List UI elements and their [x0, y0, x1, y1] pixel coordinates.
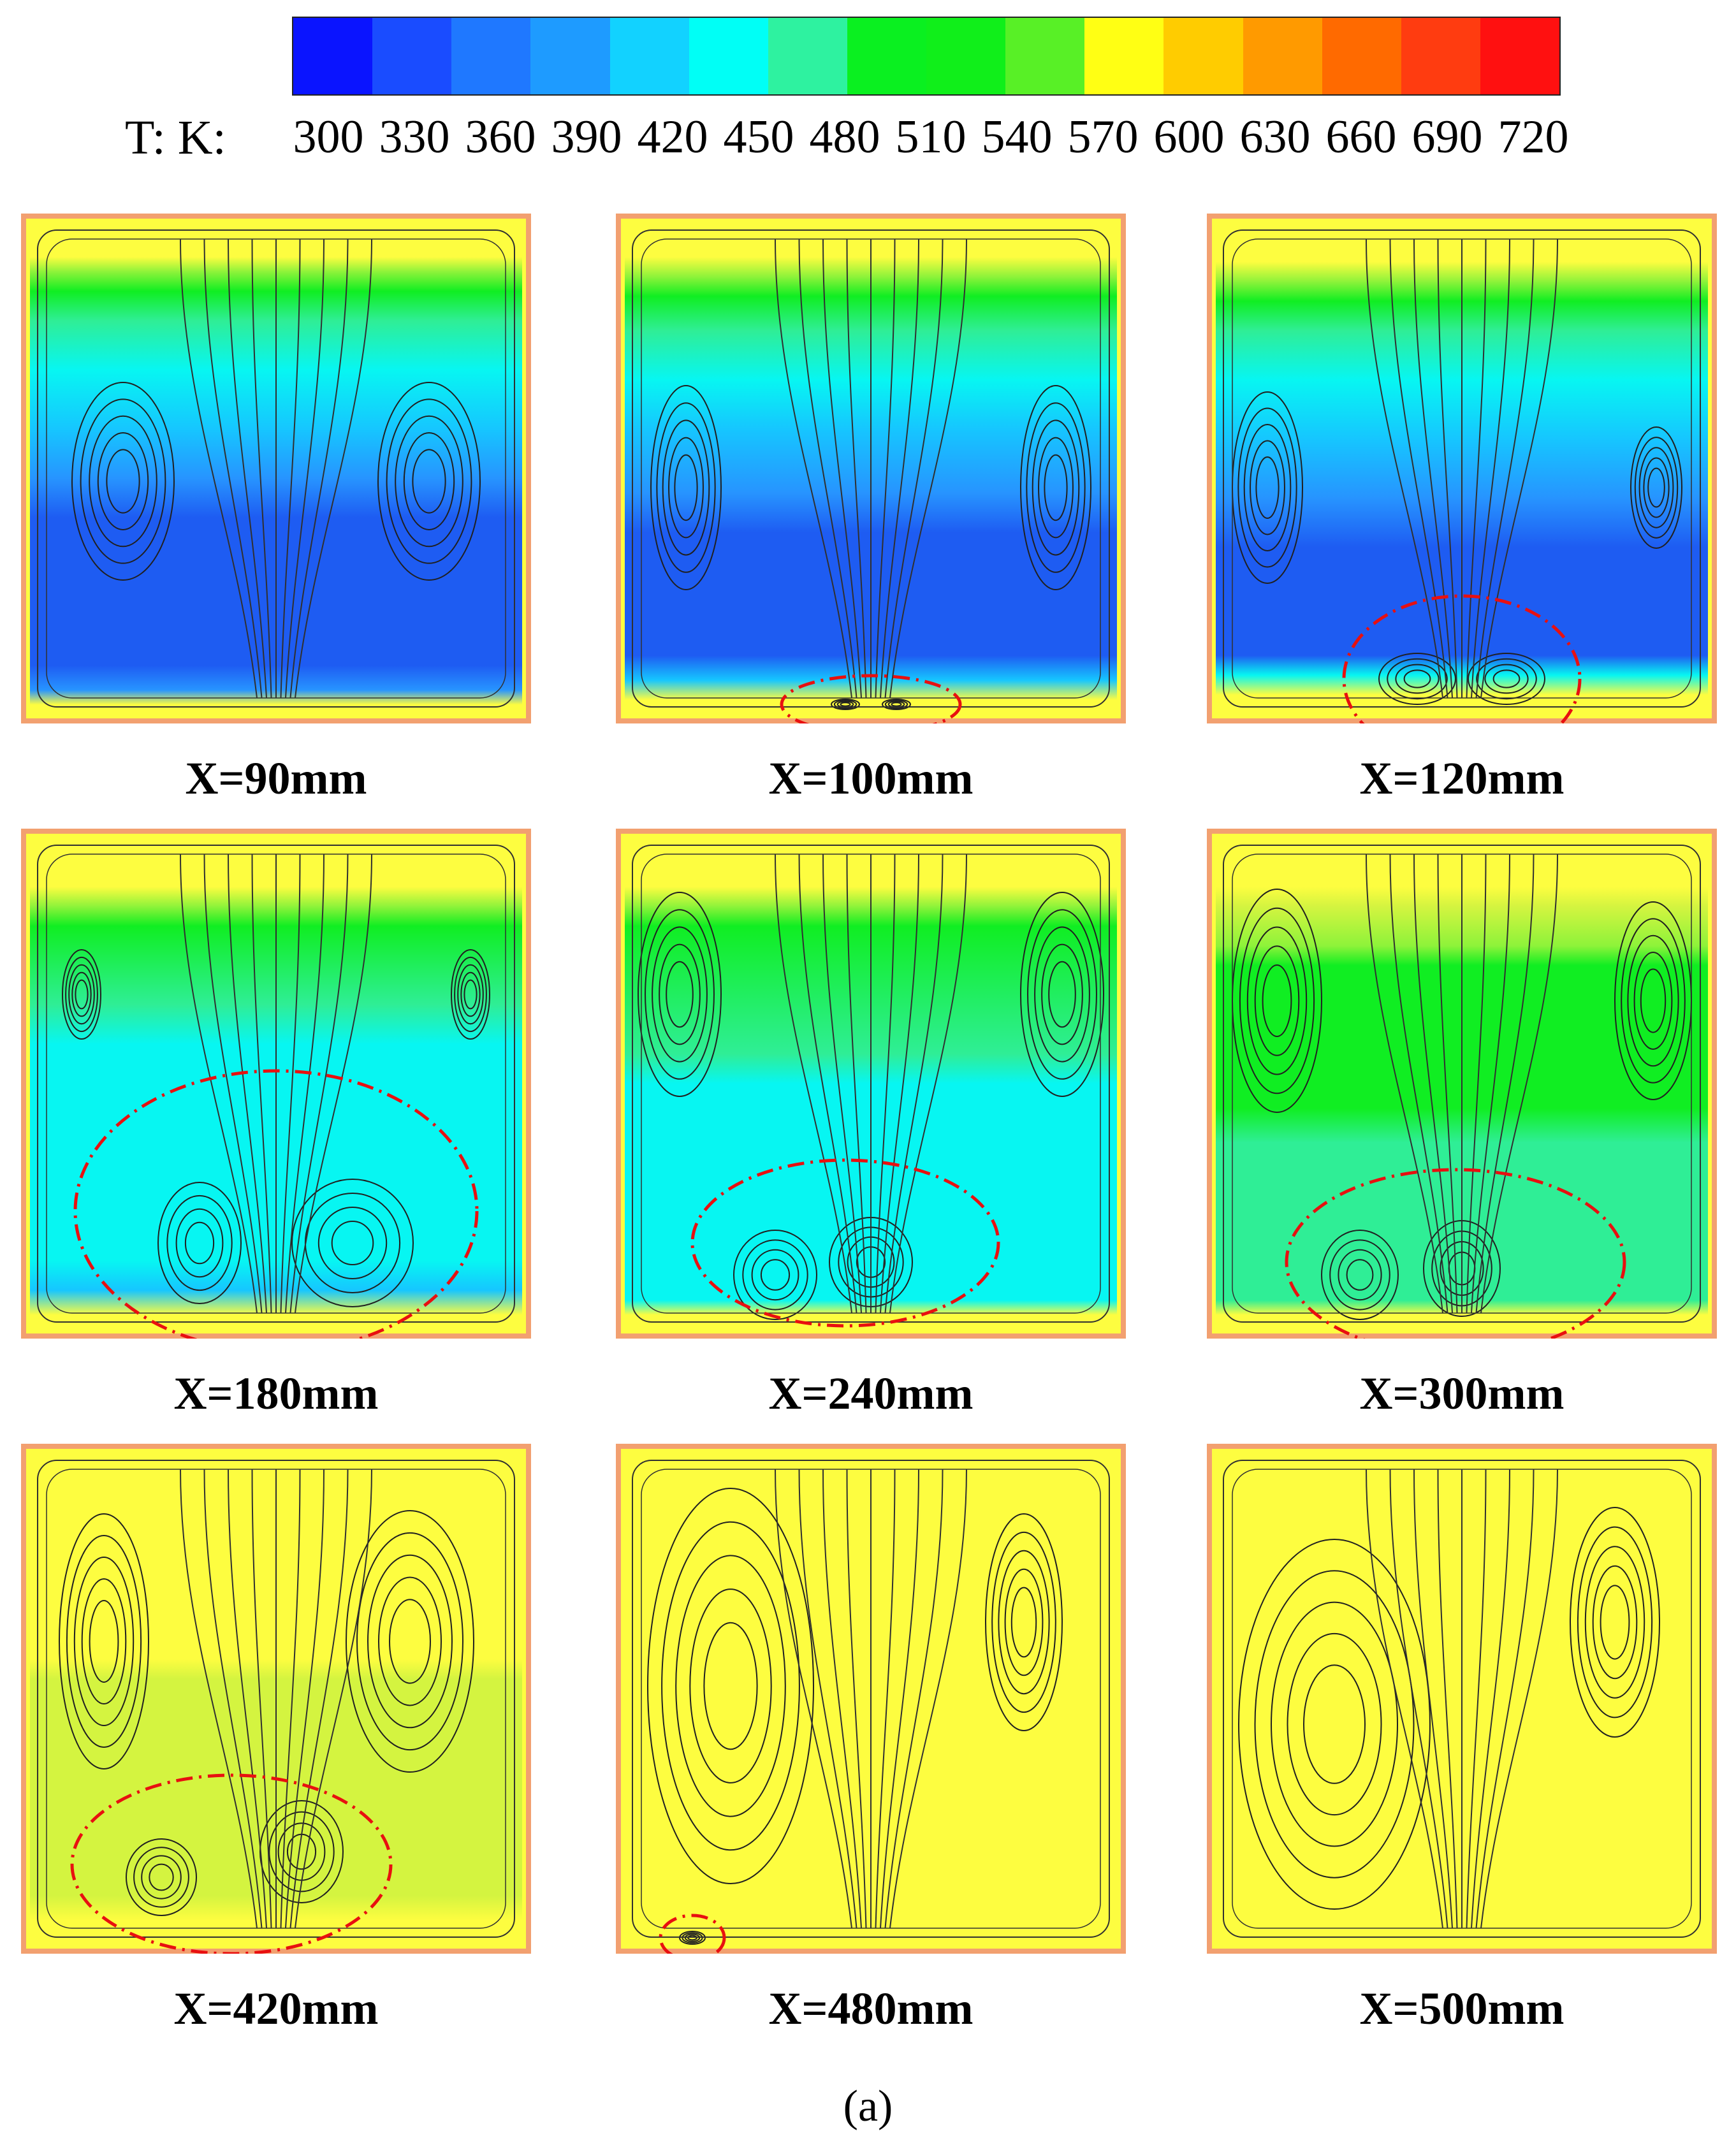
colorbar-tick-label: 300 [293, 111, 364, 163]
temperature-contour-plot [616, 214, 1126, 723]
colorbar-tick-label: 510 [895, 111, 966, 163]
colorbar-tick-label: 330 [379, 111, 450, 163]
colorbar-tick-label: 690 [1411, 111, 1483, 163]
colorbar-segment [926, 18, 1006, 94]
colorbar-segment [293, 18, 373, 94]
colorbar-segment [1243, 18, 1322, 94]
contour-panel [21, 1444, 531, 1954]
colorbar-ticks: 300 330 360 390 420 450 480 510 540 570 600 630 660 6… [268, 113, 1581, 171]
temperature-colorbar [292, 17, 1561, 96]
colorbar-tick-label: 630 [1239, 111, 1311, 163]
colorbar-tick-label: 540 [981, 111, 1053, 163]
colorbar-tick-label: 360 [465, 111, 536, 163]
colorbar-tick-label: 600 [1153, 111, 1225, 163]
colorbar-segment [372, 18, 452, 94]
panel-caption: X=100mm [768, 753, 974, 804]
colorbar-tick-label: 720 [1498, 111, 1569, 163]
colorbar-tick-label: 420 [637, 111, 708, 163]
contour-panel [21, 829, 531, 1339]
colorbar-segment [768, 18, 847, 94]
contour-panel [1207, 214, 1717, 723]
contour-panel [616, 1444, 1126, 1954]
panel-caption: X=500mm [1359, 1983, 1565, 2034]
temperature-contour-plot [21, 1444, 531, 1954]
panel-caption: X=90mm [185, 753, 367, 804]
temperature-contour-plot [616, 1444, 1126, 1954]
colorbar-segment [1163, 18, 1243, 94]
contour-panel [616, 214, 1126, 723]
colorbar-segment [1401, 18, 1480, 94]
temperature-contour-plot [21, 214, 531, 723]
colorbar-segment [451, 18, 531, 94]
temperature-contour-plot [616, 829, 1126, 1339]
panel-caption: X=240mm [768, 1368, 974, 1419]
colorbar-segment [689, 18, 768, 94]
contour-panel [1207, 829, 1717, 1339]
colorbar-label: T: K: [125, 111, 226, 164]
contour-panel [1207, 1444, 1717, 1954]
temperature-contour-plot [21, 829, 531, 1339]
colorbar-tick-label: 390 [551, 111, 622, 163]
panel-caption: X=420mm [173, 1983, 379, 2034]
panel-caption: X=120mm [1359, 753, 1565, 804]
panel-caption: X=300mm [1359, 1368, 1565, 1419]
panel-caption: X=180mm [173, 1368, 379, 1419]
colorbar-tick-label: 450 [723, 111, 794, 163]
colorbar-segment [1084, 18, 1164, 94]
colorbar-segment [1480, 18, 1559, 94]
colorbar-segment [847, 18, 926, 94]
temperature-contour-plot [1207, 1444, 1717, 1954]
colorbar-segment [1005, 18, 1085, 94]
contour-panel [616, 829, 1126, 1339]
colorbar-tick-label: 660 [1325, 111, 1397, 163]
contour-panel [21, 214, 531, 723]
figure-sub-label: (a) [843, 2082, 893, 2131]
colorbar-segment [609, 18, 689, 94]
colorbar-segment [530, 18, 610, 94]
panel-caption: X=480mm [768, 1983, 974, 2034]
colorbar-tick-label: 480 [809, 111, 880, 163]
colorbar-tick-label: 570 [1067, 111, 1139, 163]
temperature-contour-plot [1207, 214, 1717, 723]
colorbar-segment [1322, 18, 1401, 94]
temperature-contour-plot [1207, 829, 1717, 1339]
